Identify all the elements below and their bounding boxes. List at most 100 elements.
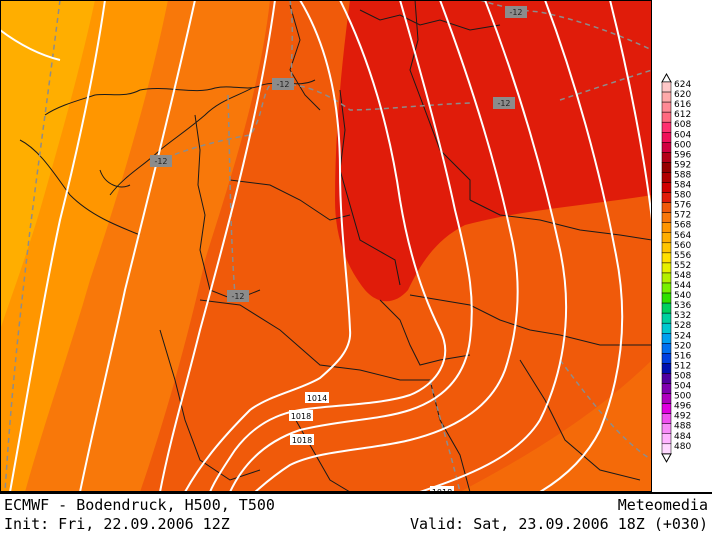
temperature-labels: -12 -12 -12 -12 -12 bbox=[150, 6, 527, 302]
legend-swatch bbox=[661, 302, 672, 314]
legend-label: 516 bbox=[674, 351, 691, 361]
legend-swatch bbox=[661, 322, 672, 334]
svg-text:-12: -12 bbox=[497, 99, 510, 108]
legend-label: 484 bbox=[674, 432, 691, 442]
legend-label: 604 bbox=[674, 130, 691, 140]
svg-text:1014: 1014 bbox=[307, 394, 327, 403]
legend-swatch bbox=[661, 202, 672, 213]
legend-swatch bbox=[661, 333, 672, 344]
legend-label: 544 bbox=[674, 281, 691, 291]
map-footer: ECMWF - Bodendruck, H500, T500 Meteomedi… bbox=[0, 492, 712, 535]
legend-swatch bbox=[661, 81, 672, 93]
legend-swatch bbox=[661, 142, 672, 153]
legend-label: 540 bbox=[674, 291, 691, 301]
legend-label: 524 bbox=[674, 331, 691, 341]
legend-swatch bbox=[661, 312, 672, 324]
legend-swatch bbox=[661, 423, 672, 435]
legend-swatch bbox=[661, 192, 672, 203]
legend-label: 624 bbox=[674, 80, 691, 90]
temperature-contours bbox=[4, 0, 652, 492]
legend-swatch bbox=[661, 373, 672, 384]
legend-label: 480 bbox=[674, 442, 691, 452]
legend-label: 612 bbox=[674, 110, 691, 120]
legend-swatch bbox=[661, 212, 672, 223]
legend-label: 532 bbox=[674, 311, 691, 321]
legend-swatch bbox=[661, 162, 672, 173]
legend-label: 512 bbox=[674, 361, 691, 371]
legend-label: 500 bbox=[674, 392, 691, 402]
legend-swatch bbox=[661, 132, 672, 143]
legend-swatch bbox=[661, 443, 672, 455]
legend-label: 616 bbox=[674, 100, 691, 110]
legend-swatch bbox=[661, 121, 672, 133]
legend-label: 556 bbox=[674, 251, 691, 261]
legend-label: 620 bbox=[674, 90, 691, 100]
legend-swatch bbox=[661, 413, 672, 424]
legend-swatch bbox=[661, 393, 672, 404]
init-time: Init: Fri, 22.09.2006 12Z bbox=[4, 515, 230, 533]
legend-swatch bbox=[661, 363, 672, 374]
svg-text:-12: -12 bbox=[154, 157, 167, 166]
legend-swatch bbox=[661, 182, 672, 193]
legend-label: 528 bbox=[674, 321, 691, 331]
legend-label: 552 bbox=[674, 261, 691, 271]
legend-label: 548 bbox=[674, 271, 691, 281]
svg-text:1018: 1018 bbox=[292, 436, 312, 445]
band-580-584-east bbox=[460, 360, 652, 492]
legend-label: 580 bbox=[674, 191, 691, 201]
legend-label: 608 bbox=[674, 120, 691, 130]
temperature-label: -12 bbox=[272, 78, 294, 90]
legend-label: 592 bbox=[674, 160, 691, 170]
temperature-label: -12 bbox=[505, 6, 527, 18]
legend-label: 564 bbox=[674, 231, 691, 241]
legend-swatch bbox=[661, 232, 672, 244]
legend-label: 600 bbox=[674, 140, 691, 150]
legend-swatch bbox=[661, 101, 672, 113]
temperature-label: -12 bbox=[150, 155, 172, 167]
legend-swatch bbox=[661, 152, 672, 163]
legend-label: 584 bbox=[674, 181, 691, 191]
product-title: ECMWF - Bodendruck, H500, T500 bbox=[4, 496, 275, 514]
temperature-label: -12 bbox=[227, 290, 249, 302]
valid-time: Valid: Sat, 23.09.2006 18Z (+030) bbox=[409, 515, 708, 533]
weather-map: -12 -12 -12 -12 -12 1014 1018 1018 1018 bbox=[0, 0, 652, 492]
legend-swatch bbox=[661, 433, 672, 445]
legend-swatch bbox=[661, 111, 672, 123]
legend-label: 504 bbox=[674, 382, 691, 392]
legend-swatch bbox=[661, 292, 672, 304]
legend-swatch bbox=[661, 91, 672, 103]
band-580-584 bbox=[335, 0, 652, 302]
legend-label: 568 bbox=[674, 221, 691, 231]
legend-swatch bbox=[661, 252, 672, 264]
legend-label: 496 bbox=[674, 402, 691, 412]
legend-label: 596 bbox=[674, 150, 691, 160]
brand-name: Meteomedia bbox=[617, 496, 708, 514]
legend-swatch bbox=[661, 353, 672, 364]
legend-swatch bbox=[661, 272, 672, 284]
legend-label: 536 bbox=[674, 301, 691, 311]
legend-label: 560 bbox=[674, 241, 691, 251]
legend-swatch bbox=[661, 383, 672, 394]
svg-text:1018: 1018 bbox=[291, 412, 311, 421]
pressure-label: 1018 bbox=[290, 434, 314, 445]
isobars bbox=[0, 0, 652, 492]
pressure-label: 1018 bbox=[430, 486, 454, 492]
svg-text:-12: -12 bbox=[509, 8, 522, 17]
svg-text:-12: -12 bbox=[276, 80, 289, 89]
pressure-label: 1014 bbox=[305, 392, 329, 403]
svg-text:-12: -12 bbox=[231, 292, 244, 301]
legend-swatch bbox=[661, 262, 672, 274]
legend-label: 588 bbox=[674, 170, 691, 180]
pressure-label: 1018 bbox=[289, 410, 313, 421]
legend-label: 488 bbox=[674, 422, 691, 432]
legend-label: 520 bbox=[674, 341, 691, 351]
color-scale-legend: 624 620 616 612 608 604 600 596 592 588 584 580 576 5… bbox=[652, 0, 712, 492]
pressure-labels: 1014 1018 1018 1018 bbox=[289, 392, 454, 492]
legend-swatch bbox=[661, 242, 672, 254]
legend-label: 508 bbox=[674, 371, 691, 381]
legend-swatch bbox=[661, 343, 672, 354]
temperature-label: -12 bbox=[493, 97, 515, 109]
legend-label: 576 bbox=[674, 201, 691, 211]
legend-swatch bbox=[661, 282, 672, 294]
legend-swatch bbox=[661, 222, 672, 233]
